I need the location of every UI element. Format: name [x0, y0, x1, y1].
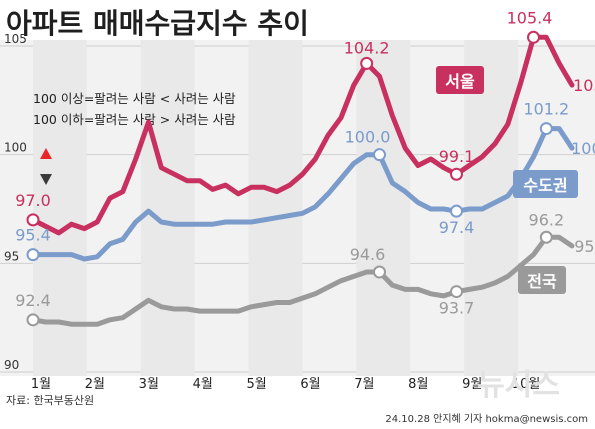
x-tick-label: 3월 [139, 377, 159, 392]
x-tick-label: 8월 [408, 377, 428, 392]
month-band [140, 40, 195, 376]
y-tick-label: 105 [4, 32, 27, 46]
data-point-marker [539, 230, 553, 244]
direction-markers [40, 148, 52, 185]
up-triangle-icon [40, 148, 52, 159]
series-line-서울 [30, 34, 575, 236]
data-label: 95.4 [15, 226, 51, 245]
series-badge-label: 전국 [527, 272, 557, 291]
series-line-수도권 [30, 126, 575, 262]
data-label: 97.0 [15, 191, 51, 210]
x-tick-label: 2월 [85, 377, 105, 392]
data-point-marker [539, 122, 553, 136]
data-label: 94.6 [350, 245, 386, 264]
x-tick-label: 1월 [31, 377, 51, 392]
x-tick-label: 7월 [354, 377, 374, 392]
data-point-marker [26, 313, 40, 327]
x-tick-label: 9월 [462, 377, 482, 392]
data-label: 93.7 [439, 299, 475, 318]
credit-text: 24.10.28 안지혜 기자 hokma@newsis.com [385, 413, 588, 425]
month-band [248, 40, 303, 376]
data-label: 100.3 [571, 139, 595, 158]
data-point-marker [450, 285, 463, 299]
legend-note-above-100: 100 이상=팔려는 사람 < 사려는 사람 [33, 91, 236, 106]
y-tick-label: 100 [4, 141, 27, 155]
series-badge-label: 서울 [445, 72, 475, 91]
legend-note-below-100: 100 이하=팔려는 사람 > 사려는 사람 [33, 112, 236, 127]
x-tick-label: 6월 [300, 377, 320, 392]
series-line-전국 [30, 234, 575, 327]
y-tick-label: 90 [4, 358, 19, 372]
data-point-marker [373, 265, 386, 279]
y-axis-ticks: 90 95 100 105 [4, 32, 27, 372]
data-point-marker [373, 148, 386, 162]
source-text: 자료: 한국부동산원 [6, 394, 94, 407]
data-label: 99.1 [439, 147, 475, 166]
data-point-marker [360, 56, 374, 70]
series-badge [436, 66, 484, 94]
data-label: 95.8 [574, 237, 595, 256]
month-bands [33, 40, 519, 376]
data-point-marker [26, 213, 40, 227]
data-point-marker [450, 167, 463, 181]
series-lines: 97.0 104.2 99.1 105.4 103.2 95.4 100.0 97.4 101.… [15, 8, 595, 327]
data-point-marker [450, 204, 463, 218]
data-point-marker [527, 30, 540, 44]
data-label: 100.0 [345, 128, 391, 147]
series-badge [518, 266, 566, 294]
data-label: 103.2 [573, 76, 595, 95]
x-axis-month-labels: 1월 2월 3월 4월 5월 6월 7월 8월 9월 10월 [31, 377, 540, 392]
down-triangle-icon [40, 174, 52, 185]
x-tick-label: 10월 [512, 377, 541, 392]
data-label: 105.4 [507, 8, 553, 27]
data-label: 101.2 [523, 100, 569, 119]
watermark: 뉴시스 [477, 368, 560, 403]
y-tick-label: 95 [4, 249, 19, 263]
series-badge-label: 수도권 [523, 176, 567, 195]
data-point-marker [26, 248, 40, 262]
data-label: 104.2 [344, 38, 390, 57]
data-label: 96.2 [529, 210, 565, 229]
x-tick-label: 5월 [246, 377, 266, 392]
x-tick-label: 4월 [193, 377, 213, 392]
data-label: 92.4 [15, 291, 51, 310]
data-label: 97.4 [439, 218, 475, 237]
chart-title: 아파트 매매수급지수 추이 [6, 7, 309, 40]
series-badge [513, 170, 578, 198]
